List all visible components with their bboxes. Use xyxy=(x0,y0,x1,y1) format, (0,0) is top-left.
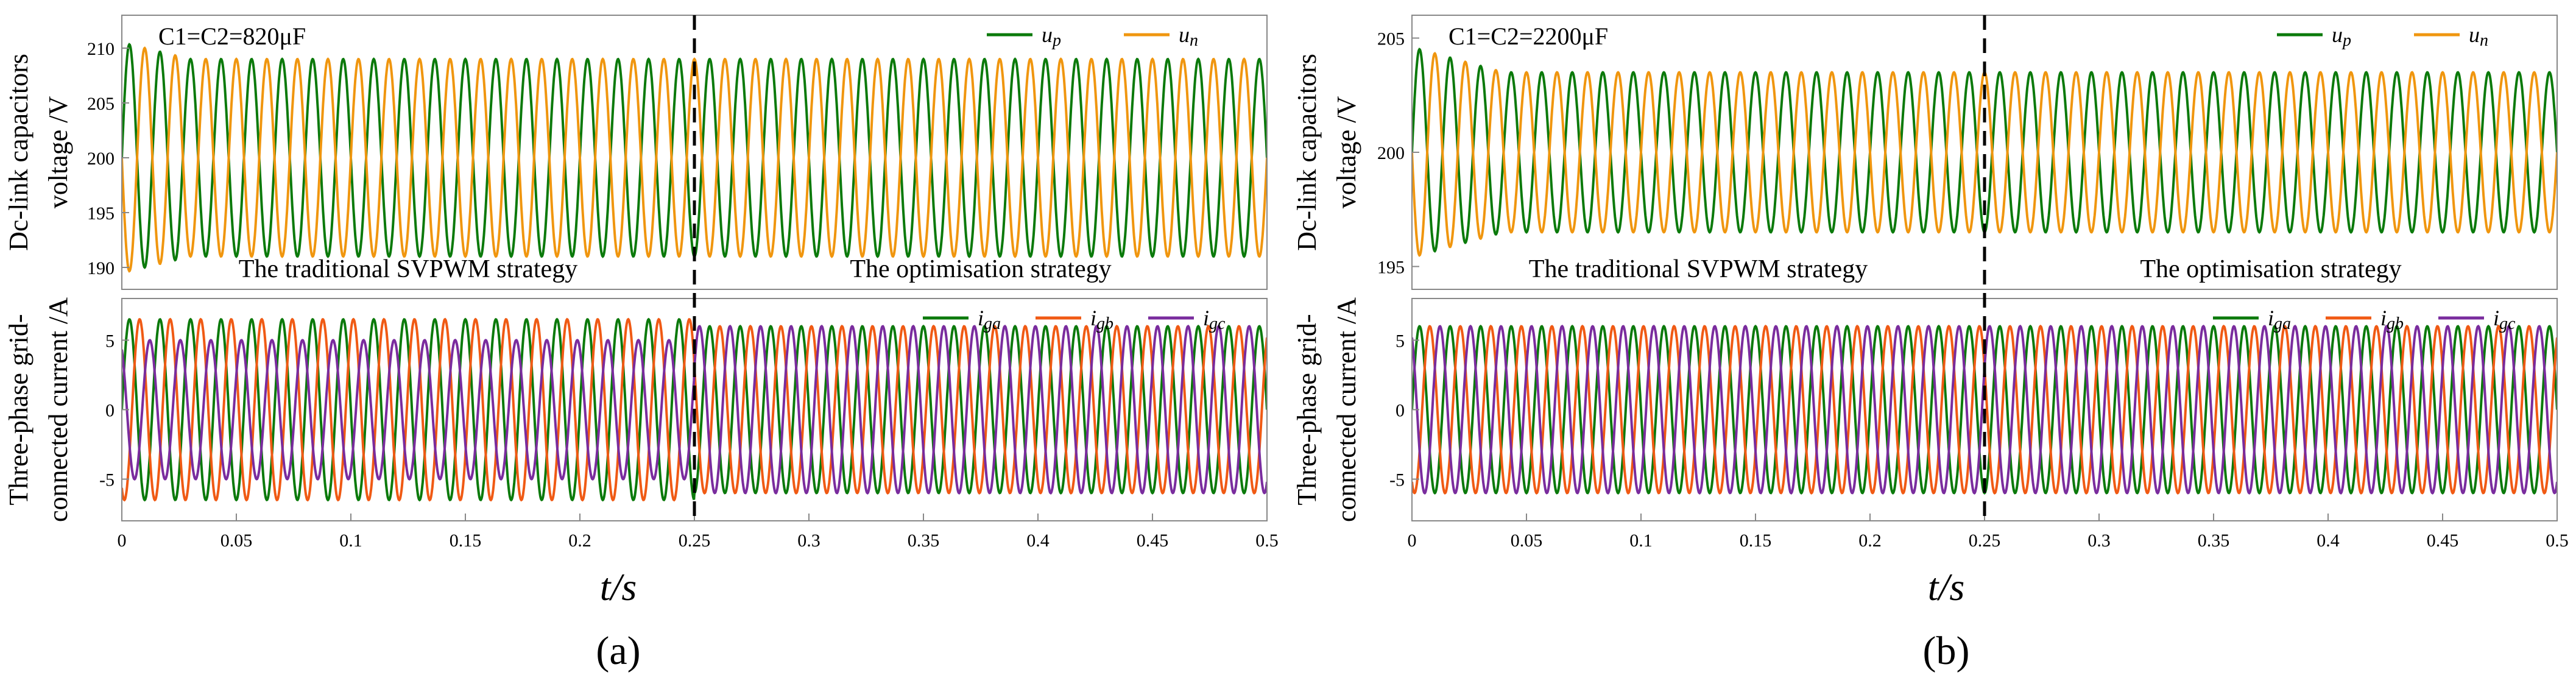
y-tick-label: 5 xyxy=(1396,331,1405,351)
y-axis-label: Three-phase grid- xyxy=(4,314,34,506)
y-tick-label: 5 xyxy=(105,331,115,351)
y-tick-label: 210 xyxy=(87,39,115,59)
y-tick-label: -5 xyxy=(1389,470,1405,490)
x-tick-label: 0 xyxy=(1408,531,1417,551)
panel-b: 195 200 205 Dc-link capacitors voltage /V C1=… xyxy=(1292,15,2569,673)
x-tick-label: 0.1 xyxy=(1629,531,1653,551)
y-tick-label: -5 xyxy=(99,470,115,490)
y-axis-label: voltage /V xyxy=(1332,96,1361,209)
annotation-traditional: The traditional SVPWM strategy xyxy=(239,255,577,283)
x-tick-label: 0.3 xyxy=(797,531,820,551)
legend-label-igc: igc xyxy=(1203,306,1226,333)
y-tick-label: 195 xyxy=(1377,258,1405,278)
panel-a: 190 195 200 205 210 Dc-link capacitors voltage… xyxy=(4,15,1279,673)
y-axis-label: Dc-link capacitors xyxy=(1292,54,1322,251)
y-tick-label: 205 xyxy=(1377,29,1405,49)
legend-label-igb: igb xyxy=(2380,306,2404,333)
x-tick-label: 0.5 xyxy=(2546,531,2569,551)
series-line-iga xyxy=(1412,324,2557,495)
x-tick-label: 0.45 xyxy=(2427,531,2459,551)
series-line-un xyxy=(122,46,1267,273)
y-axis-label: connected current /A xyxy=(43,297,73,522)
series-line-iga xyxy=(122,317,1267,502)
legend-label-igb: igb xyxy=(1090,306,1113,333)
x-tick-label: 0.15 xyxy=(450,531,482,551)
legend: iga igb igc xyxy=(2213,306,2516,333)
x-tick-label: 0.25 xyxy=(1969,531,2001,551)
y-axis-label: Dc-link capacitors xyxy=(4,54,34,251)
x-axis-label: t/s xyxy=(1928,565,1964,609)
panel-label: (b) xyxy=(1923,629,1970,673)
panel-label: (a) xyxy=(596,629,640,673)
voltage-plot: 195 200 205 Dc-link capacitors voltage /V C1=… xyxy=(1292,15,2558,290)
annotation-traditional: The traditional SVPWM strategy xyxy=(1529,255,1868,283)
series-line-up xyxy=(1412,48,2557,253)
x-tick-label: 0.3 xyxy=(2087,531,2111,551)
current-plot: -5 0 5 Three-phase grid-connected current /… xyxy=(1292,297,2569,551)
x-tick-label: 0.2 xyxy=(568,531,591,551)
y-axis-label: connected current /A xyxy=(1332,297,1361,522)
legend-label-un: un xyxy=(1179,23,1198,50)
legend: up un xyxy=(987,23,1198,50)
legend-label-un: un xyxy=(2469,23,2488,50)
x-tick-label: 0.2 xyxy=(1858,531,1882,551)
annotation-optimisation: The optimisation strategy xyxy=(850,255,1111,283)
legend-label-igc: igc xyxy=(2493,306,2516,333)
legend: up un xyxy=(2277,23,2488,50)
y-tick-label: 190 xyxy=(87,258,115,278)
y-tick-label: 200 xyxy=(1377,143,1405,163)
y-tick-label: 0 xyxy=(105,401,115,421)
y-tick-label: 205 xyxy=(87,94,115,114)
x-tick-label: 0.35 xyxy=(908,531,940,551)
annotation-optimisation: The optimisation strategy xyxy=(2140,255,2401,283)
y-axis-label: voltage /V xyxy=(43,96,73,209)
x-tick-label: 0.4 xyxy=(2317,531,2340,551)
x-tick-label: 0.1 xyxy=(339,531,362,551)
x-tick-label: 0.25 xyxy=(679,531,711,551)
x-tick-label: 0.15 xyxy=(1740,531,1772,551)
current-plot: -5 0 5 Three-phase grid-connected current /… xyxy=(4,297,1279,551)
x-tick-label: 0.45 xyxy=(1137,531,1169,551)
x-tick-label: 0.05 xyxy=(221,531,253,551)
x-tick-label: 0.5 xyxy=(1255,531,1279,551)
legend-label-iga: iga xyxy=(2268,306,2291,333)
legend-label-iga: iga xyxy=(978,306,1001,333)
y-tick-label: 0 xyxy=(1396,401,1405,421)
y-tick-label: 200 xyxy=(87,149,115,169)
legend-label-up: up xyxy=(2332,23,2351,50)
capacitance-label: C1=C2=2200μF xyxy=(1449,23,1608,50)
x-axis-label: t/s xyxy=(600,565,637,609)
capacitance-label: C1=C2=820μF xyxy=(158,23,306,50)
y-tick-label: 195 xyxy=(87,203,115,224)
voltage-plot: 190 195 200 205 210 Dc-link capacitors voltage… xyxy=(4,15,1268,290)
x-tick-label: 0.4 xyxy=(1026,531,1050,551)
x-tick-label: 0.05 xyxy=(1511,531,1543,551)
legend-label-up: up xyxy=(1042,23,1061,50)
x-tick-label: 0 xyxy=(118,531,127,551)
x-tick-label: 0.35 xyxy=(2198,531,2230,551)
y-axis-label: Three-phase grid- xyxy=(1292,314,1322,506)
